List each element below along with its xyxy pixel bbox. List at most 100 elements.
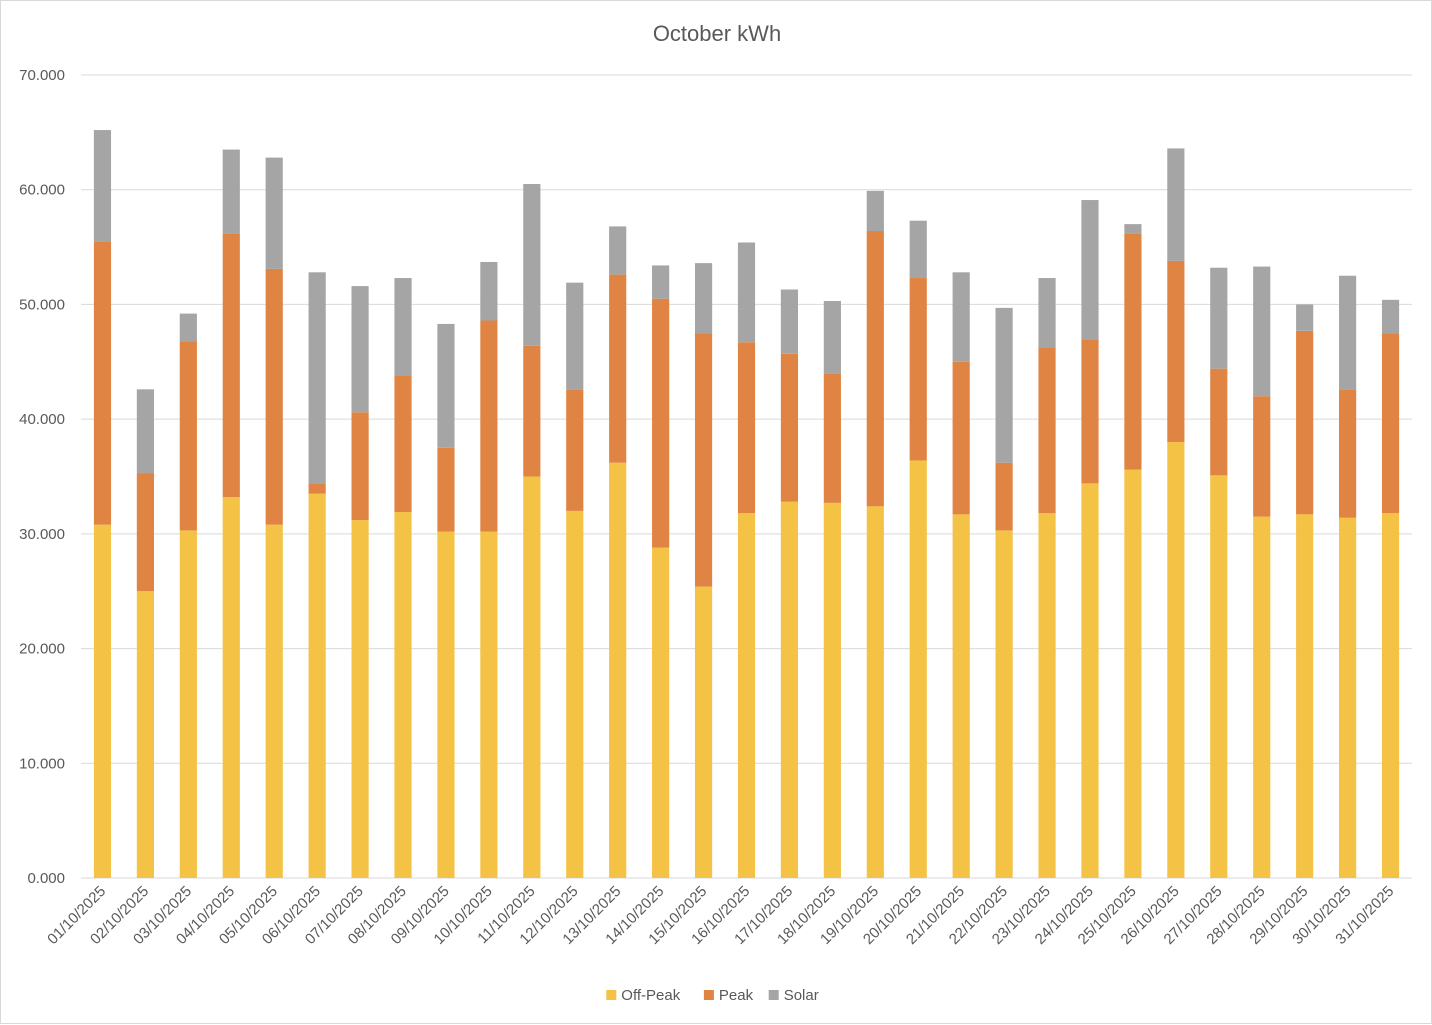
- bar-off-peak-22: [995, 530, 1013, 878]
- legend-swatch-peak: [703, 990, 714, 1000]
- y-tick-label: 20.000: [19, 641, 65, 658]
- bar-off-peak-15: [694, 586, 713, 878]
- bar-solar-15: [694, 263, 713, 334]
- y-tick-label: 40.000: [19, 411, 65, 428]
- bar-off-peak-28: [1253, 516, 1271, 878]
- bar-off-peak-3: [179, 530, 197, 878]
- legend-label-solar: Solar: [784, 987, 819, 1004]
- bar-off-peak-19: [866, 506, 884, 878]
- bar-solar-29: [1296, 304, 1314, 331]
- bar-off-peak-5: [265, 524, 283, 878]
- bar-peak-21: [952, 361, 970, 515]
- bar-solar-31: [1381, 299, 1400, 334]
- bar-off-peak-25: [1124, 469, 1142, 878]
- bar-off-peak-12: [566, 510, 584, 878]
- bar-solar-14: [652, 265, 670, 299]
- legend-label-peak: Peak: [719, 987, 754, 1004]
- y-tick-label: 30.000: [19, 526, 65, 543]
- bar-off-peak-11: [523, 476, 541, 878]
- bar-off-peak-9: [437, 531, 455, 878]
- bar-off-peak-14: [652, 547, 670, 878]
- bar-solar-25: [1124, 224, 1142, 234]
- bar-peak-10: [480, 320, 498, 532]
- bar-off-peak-18: [823, 502, 841, 878]
- bar-off-peak-31: [1381, 513, 1400, 878]
- bar-off-peak-8: [394, 512, 412, 878]
- bar-peak-5: [265, 268, 283, 525]
- bar-off-peak-21: [952, 514, 970, 878]
- bar-peak-16: [737, 342, 756, 514]
- legend-swatch-solar: [768, 990, 779, 1000]
- bar-off-peak-29: [1296, 514, 1314, 878]
- bar-solar-1: [93, 130, 112, 242]
- legend-label-off-peak: Off-Peak: [621, 987, 680, 1004]
- y-tick-label: 60.000: [19, 182, 65, 199]
- bar-solar-30: [1339, 275, 1357, 390]
- bar-solar-8: [394, 278, 412, 376]
- bar-off-peak-20: [909, 460, 927, 878]
- bar-solar-7: [351, 286, 369, 413]
- bar-off-peak-24: [1081, 483, 1099, 878]
- legend-swatch-off-peak: [606, 990, 617, 1000]
- bar-off-peak-30: [1339, 517, 1357, 878]
- y-tick-label: 50.000: [19, 296, 65, 313]
- bar-solar-2: [136, 389, 154, 474]
- bar-solar-19: [866, 190, 884, 232]
- bar-peak-4: [222, 233, 240, 498]
- bar-solar-5: [265, 157, 283, 269]
- bar-peak-12: [566, 389, 584, 511]
- bar-peak-7: [351, 412, 369, 521]
- bar-off-peak-4: [222, 497, 240, 878]
- bar-solar-21: [952, 272, 970, 362]
- bar-solar-13: [609, 226, 627, 275]
- bar-peak-11: [523, 345, 541, 477]
- y-tick-label: 10.000: [19, 755, 65, 772]
- chart-title: October kWh: [653, 21, 781, 46]
- bar-peak-6: [308, 483, 326, 494]
- bar-peak-15: [694, 333, 713, 587]
- bar-peak-27: [1210, 368, 1228, 476]
- bar-off-peak-1: [93, 524, 112, 878]
- bar-peak-26: [1167, 260, 1185, 443]
- bar-off-peak-2: [136, 591, 154, 878]
- bar-off-peak-23: [1038, 513, 1056, 878]
- bar-off-peak-26: [1167, 442, 1185, 878]
- bar-solar-6: [308, 272, 326, 484]
- bar-solar-22: [995, 307, 1013, 463]
- bar-peak-1: [93, 241, 112, 525]
- bar-peak-8: [394, 375, 412, 513]
- bar-peak-23: [1038, 348, 1056, 514]
- bar-off-peak-6: [308, 493, 326, 878]
- bar-off-peak-13: [609, 462, 627, 878]
- bar-solar-4: [222, 149, 240, 234]
- bar-solar-18: [823, 300, 841, 374]
- bar-peak-3: [179, 341, 197, 531]
- bar-solar-23: [1038, 278, 1056, 349]
- bar-peak-14: [652, 298, 670, 548]
- bar-off-peak-17: [780, 501, 799, 878]
- bars: [93, 130, 1400, 878]
- bar-solar-17: [780, 289, 799, 354]
- bar-solar-26: [1167, 148, 1185, 261]
- bar-off-peak-16: [737, 513, 756, 878]
- bar-peak-18: [823, 373, 841, 503]
- bar-peak-25: [1124, 233, 1142, 470]
- bar-solar-9: [437, 323, 455, 448]
- bar-solar-10: [480, 261, 498, 321]
- bar-solar-3: [179, 313, 197, 342]
- bar-peak-31: [1381, 333, 1400, 514]
- bar-solar-27: [1210, 267, 1228, 369]
- bar-peak-9: [437, 447, 455, 532]
- bar-solar-12: [566, 282, 584, 390]
- bar-peak-17: [780, 353, 799, 502]
- bar-peak-22: [995, 462, 1013, 531]
- x-axis-ticks: 01/10/202502/10/202503/10/202504/10/2025…: [44, 883, 1397, 948]
- bar-peak-20: [909, 278, 927, 461]
- y-tick-label: 0.000: [27, 870, 65, 887]
- bar-off-peak-10: [480, 531, 498, 878]
- bar-solar-20: [909, 220, 927, 279]
- bar-solar-11: [523, 183, 541, 346]
- bar-solar-16: [737, 242, 756, 343]
